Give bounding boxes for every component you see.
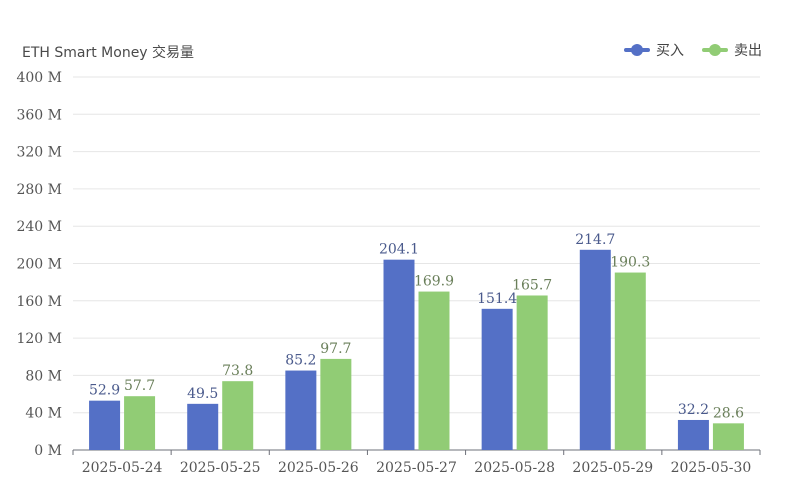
data-label: 190.3: [610, 255, 650, 271]
bar-sell: [614, 272, 646, 450]
y-tick-label: 240 M: [16, 219, 62, 235]
x-tick-label: 2025-05-24: [82, 460, 163, 476]
chart-title: ETH Smart Money 交易量: [22, 45, 195, 61]
bar-buy: [383, 259, 415, 450]
data-label: 151.4: [477, 291, 517, 307]
y-tick-label: 360 M: [16, 107, 62, 123]
bar-buy: [187, 403, 219, 450]
legend-item-buy[interactable]: 买入: [624, 40, 684, 60]
y-tick-label: 280 M: [16, 182, 62, 198]
data-label: 73.8: [222, 363, 253, 379]
y-tick-label: 160 M: [16, 294, 62, 310]
legend-item-sell[interactable]: 卖出: [702, 40, 762, 60]
bar-buy: [481, 308, 513, 450]
data-label: 214.7: [575, 232, 615, 248]
x-tick-label: 2025-05-25: [180, 460, 261, 476]
bar-sell: [712, 423, 744, 450]
data-label: 165.7: [512, 277, 552, 293]
data-label: 32.2: [678, 402, 709, 418]
x-tick-label: 2025-05-28: [474, 460, 555, 476]
data-label: 169.9: [414, 274, 454, 290]
bar-sell: [124, 396, 156, 450]
y-tick-label: 320 M: [16, 145, 62, 161]
bar-sell: [516, 295, 548, 450]
x-tick-label: 2025-05-29: [572, 460, 653, 476]
x-tick-label: 2025-05-26: [278, 460, 359, 476]
bar-buy: [285, 370, 317, 450]
data-label: 57.7: [124, 378, 155, 394]
data-label: 52.9: [89, 383, 120, 399]
y-tick-label: 120 M: [16, 331, 62, 347]
data-label: 85.2: [285, 353, 316, 369]
chart-legend: 买入 卖出: [624, 40, 762, 60]
legend-label-sell: 卖出: [734, 43, 762, 59]
legend-label-buy: 买入: [656, 43, 684, 59]
bar-buy: [89, 400, 121, 450]
y-tick-label: 200 M: [16, 257, 62, 273]
y-tick-label: 40 M: [25, 406, 62, 422]
data-label: 97.7: [320, 341, 351, 357]
legend-marker-buy: [624, 44, 650, 56]
x-tick-label: 2025-05-27: [376, 460, 457, 476]
y-tick-label: 0 M: [34, 443, 62, 459]
legend-marker-sell: [702, 44, 728, 56]
y-tick-label: 80 M: [25, 368, 62, 384]
bar-sell: [418, 291, 450, 450]
bar-sell: [320, 358, 352, 450]
bar-buy: [579, 249, 611, 450]
bar-buy: [677, 419, 709, 450]
data-label: 204.1: [379, 242, 419, 258]
x-tick-label: 2025-05-30: [671, 460, 752, 476]
bar-sell: [222, 381, 254, 450]
data-label: 49.5: [187, 386, 218, 402]
y-tick-label: 400 M: [16, 70, 62, 86]
data-label: 28.6: [713, 405, 744, 421]
